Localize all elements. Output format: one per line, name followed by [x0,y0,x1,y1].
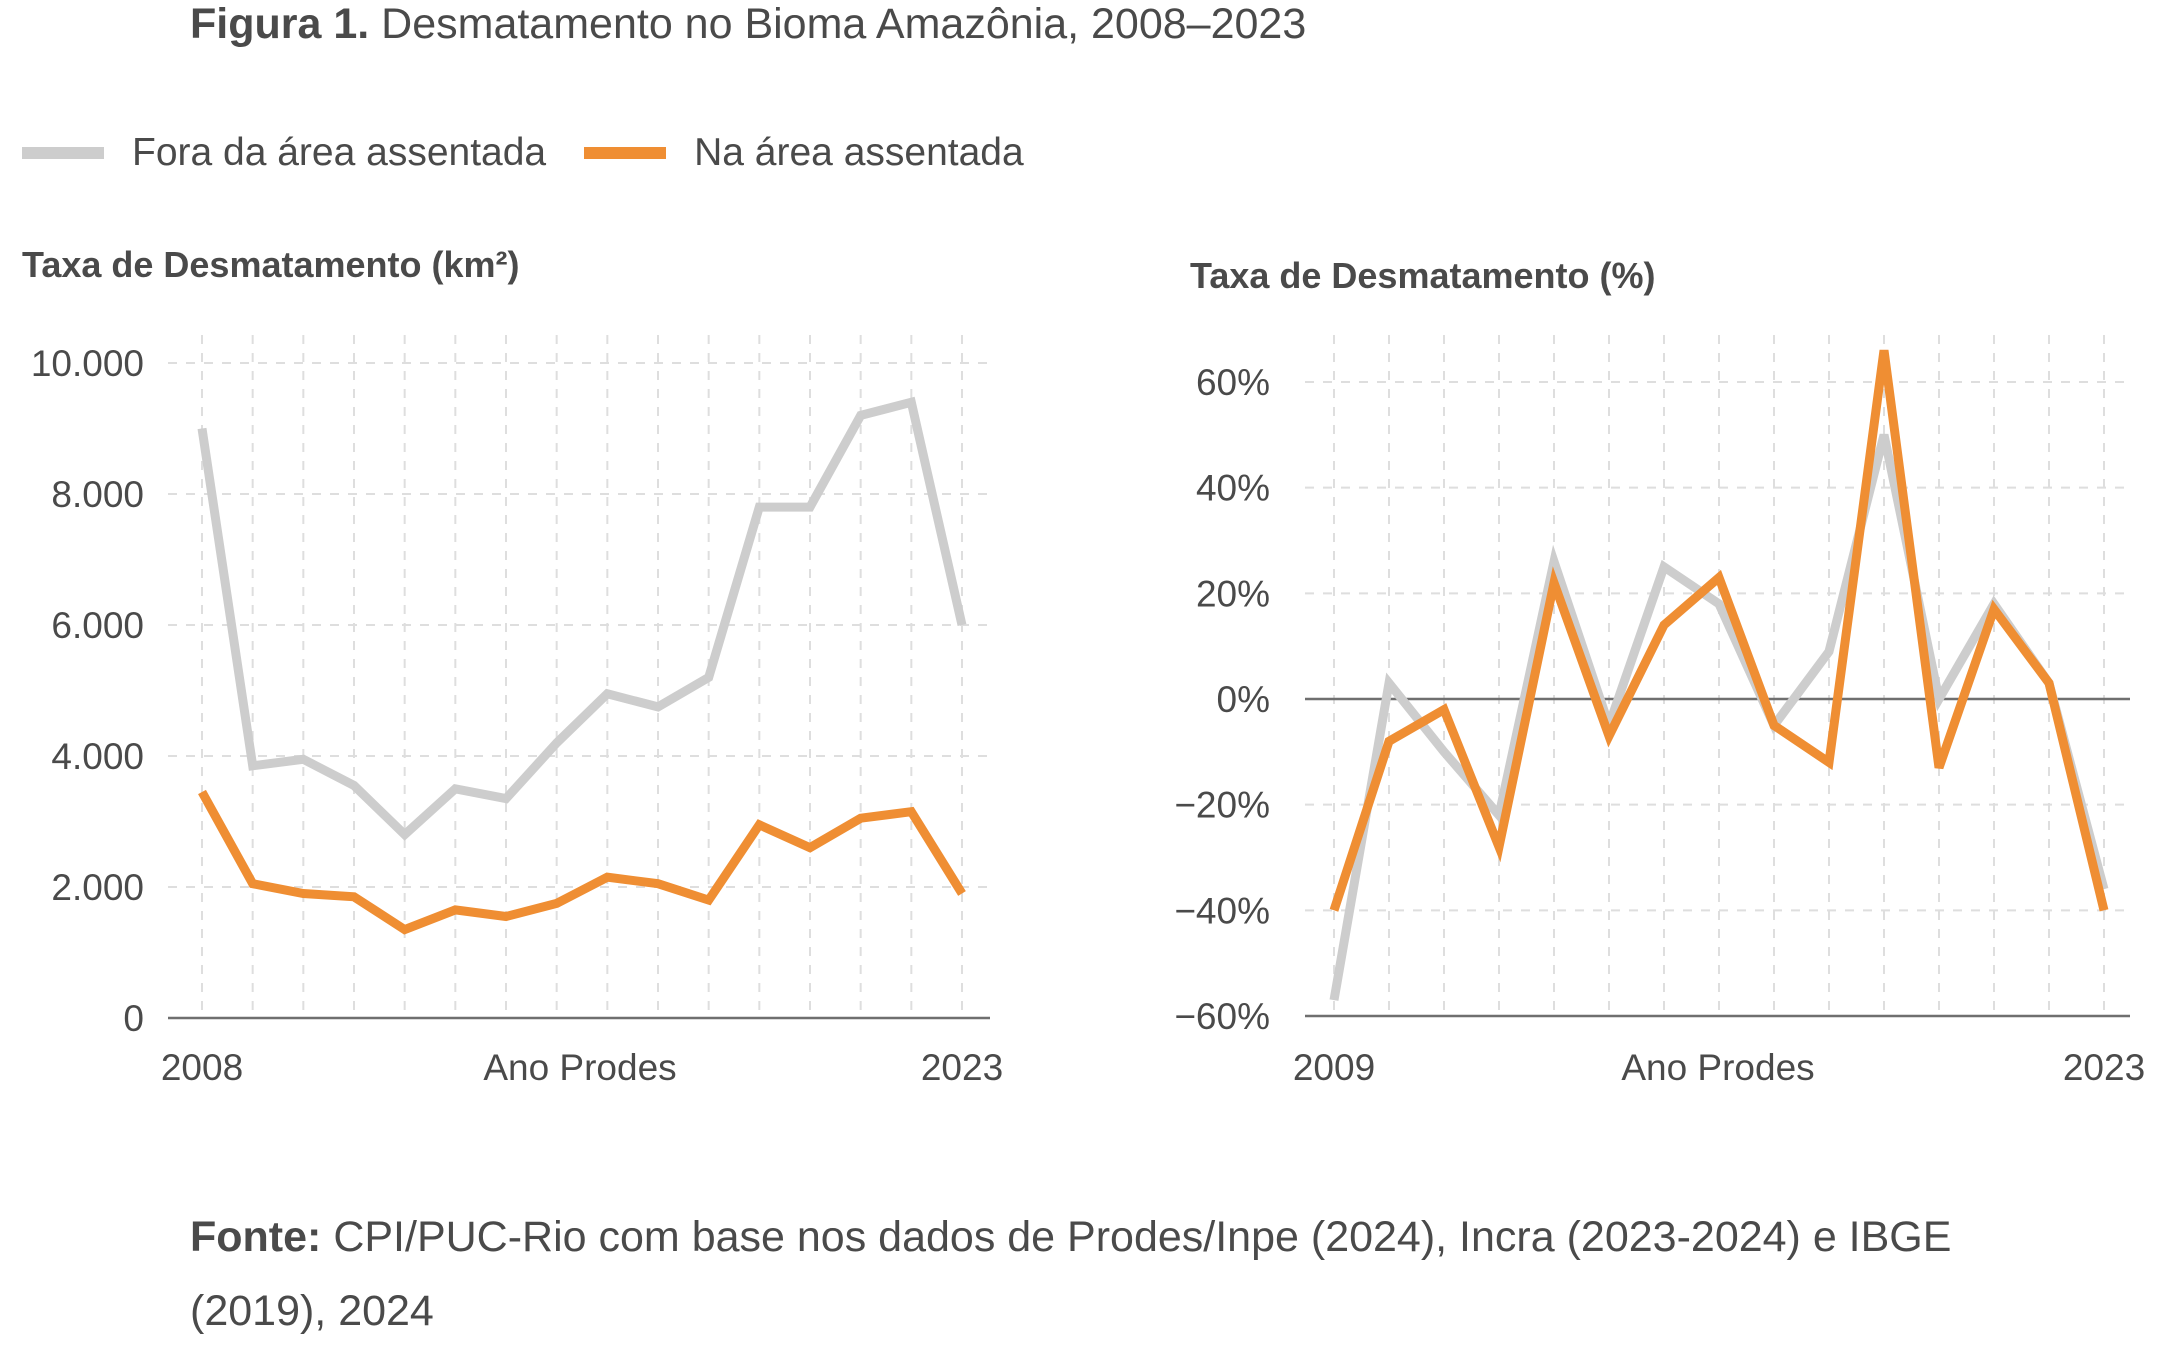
y-axis-label-2: Taxa de Desmatamento (%) [1190,255,1655,296]
x-tick-label: 2023 [921,1047,1003,1088]
source-text: CPI/PUC-Rio com base nos dados de Prodes… [190,1213,1952,1335]
legend-label-na: Na área assentada [694,131,1024,174]
x-tick-label: 2023 [2063,1047,2145,1088]
legend: Fora da área assentada Na área assentada [22,128,1062,178]
legend-swatch-fora [22,147,104,159]
y-tick-label: −60% [1174,996,1270,1037]
y-axis-label-1: Taxa de Desmatamento (km²) [22,244,519,285]
legend-item-fora: Fora da área assentada [22,131,546,175]
x-tick-label: 2009 [1293,1047,1375,1088]
source-prefix: Fonte: [190,1213,322,1261]
source-note: Fonte: CPI/PUC-Rio com base nos dados de… [190,1200,2090,1348]
y-tick-label: 4.000 [51,736,144,777]
y-tick-label: 10.000 [31,343,144,384]
figure-title-text: Desmatamento no Bioma Amazônia, 2008–202… [381,0,1307,48]
y-tick-label: 40% [1196,468,1270,509]
y-tick-label: −20% [1174,785,1270,826]
charts-canvas: Taxa de Desmatamento (km²) 0 2.000 4.000 6.0… [22,244,2145,1088]
y-tick-label: 2.000 [51,867,144,908]
y-tick-label: 20% [1196,573,1270,614]
legend-label-fora: Fora da área assentada [132,131,547,174]
figure-title-prefix: Figura 1. [190,0,370,48]
y-tick-label: 0 [123,998,144,1039]
x-axis-label-2: Ano Prodes [1621,1047,1814,1088]
series-line-fora-chart2 [1329,433,2109,1001]
y-tick-label: −40% [1174,890,1270,931]
legend-item-na: Na área assentada [584,131,1024,175]
legend-swatch-na [584,147,667,159]
series-line-na-chart1 [198,789,966,935]
series-line-fora-chart1 [197,396,967,841]
y-tick-label: 60% [1196,362,1270,403]
figure-title: Figura 1. Desmatamento no Bioma Amazônia… [190,0,1306,49]
series-line-na-chart2 [1329,349,2109,912]
x-axis-label-1: Ano Prodes [483,1047,676,1088]
x-tick-label: 2008 [161,1047,243,1088]
y-tick-label: 8.000 [51,474,144,515]
y-tick-label: 6.000 [51,605,144,646]
y-tick-label: 0% [1217,679,1270,720]
